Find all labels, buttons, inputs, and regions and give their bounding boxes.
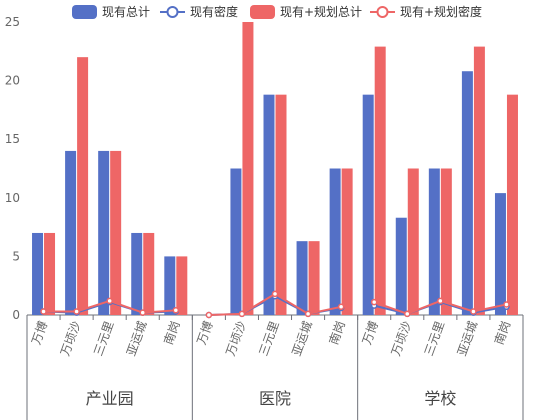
y-tick-label: 25 (5, 15, 20, 29)
bar-existing-total[interactable] (362, 94, 374, 315)
bar-existing-planned-total[interactable] (143, 232, 155, 315)
legend-label: 现有总计 (102, 5, 150, 19)
bar-existing-planned-total[interactable] (308, 241, 320, 315)
bar-existing-planned-total[interactable] (341, 168, 353, 316)
x-group-label: 学校 (424, 389, 456, 408)
y-tick-label: 0 (12, 308, 20, 322)
bar-existing-total[interactable] (98, 150, 110, 315)
line-point[interactable] (503, 301, 510, 308)
x-category-label: 亚运城 (289, 319, 314, 358)
y-tick-label: 15 (5, 132, 20, 146)
bar-existing-total[interactable] (461, 71, 473, 315)
line-point[interactable] (404, 310, 411, 318)
legend-swatch-bar (72, 5, 97, 19)
legend-label: 现有+规划密度 (400, 4, 482, 19)
line-point[interactable] (370, 298, 378, 306)
y-tick-label: 5 (12, 249, 20, 263)
x-category-label: 万顷沙 (223, 319, 248, 358)
x-category-label: 万顷沙 (58, 319, 83, 358)
x-category-label: 南岗 (160, 319, 182, 347)
bar-existing-planned-total[interactable] (242, 22, 254, 315)
line-point[interactable] (139, 309, 146, 316)
line-point[interactable] (271, 290, 279, 298)
line-point[interactable] (337, 303, 345, 311)
bar-existing-total[interactable] (494, 193, 506, 315)
bar-existing-total[interactable] (329, 168, 341, 316)
bar-existing-total[interactable] (32, 232, 44, 315)
x-category-label: 万博 (28, 319, 50, 347)
x-category-label: 三元里 (91, 319, 116, 358)
bar-existing-total[interactable] (263, 94, 275, 315)
bar-existing-planned-total[interactable] (77, 57, 89, 315)
y-tick-label: 20 (5, 74, 20, 88)
legend-swatch-point (376, 6, 389, 18)
x-category-label: 三元里 (422, 319, 447, 358)
line-point[interactable] (73, 308, 80, 315)
bar-existing-total[interactable] (65, 150, 77, 315)
legend-swatch-bar (250, 5, 275, 19)
line-point[interactable] (106, 297, 113, 305)
x-category-label: 三元里 (256, 319, 281, 358)
x-category-label: 亚运城 (455, 319, 480, 358)
bar-existing-total[interactable] (395, 217, 407, 315)
bar-existing-total[interactable] (131, 232, 143, 315)
bar-existing-total[interactable] (428, 168, 440, 316)
legend-item[interactable]: 现有+规划密度 (370, 4, 482, 19)
x-category-label: 万博 (359, 319, 381, 347)
bar-existing-planned-total[interactable] (44, 232, 56, 315)
bar-existing-total[interactable] (164, 256, 176, 315)
bar-existing-planned-total[interactable] (407, 168, 419, 316)
legend-label: 现有密度 (190, 4, 238, 19)
x-category-label: 南岗 (491, 319, 513, 347)
bar-existing-total[interactable] (230, 168, 242, 316)
line-point[interactable] (437, 297, 444, 305)
line-point[interactable] (172, 307, 180, 314)
x-category-label: 万顷沙 (389, 319, 414, 358)
x-category-label: 万博 (193, 319, 215, 347)
x-group-label: 医院 (259, 389, 291, 408)
line-point[interactable] (238, 310, 246, 318)
bar-existing-planned-total[interactable] (275, 94, 287, 315)
legend-item[interactable]: 现有总计 (72, 5, 150, 19)
legend-item[interactable]: 现有密度 (160, 4, 238, 19)
bar-existing-planned-total[interactable] (176, 256, 188, 315)
bar-existing-planned-total[interactable] (473, 46, 485, 315)
x-category-label: 亚运城 (124, 319, 149, 358)
legend-item[interactable]: 现有+规划总计 (250, 4, 362, 19)
bar-existing-planned-total[interactable] (440, 168, 452, 316)
line-point[interactable] (304, 310, 312, 318)
legend-swatch-point (166, 6, 179, 18)
legend-label: 现有+规划总计 (280, 4, 362, 19)
bar-existing-planned-total[interactable] (374, 46, 386, 315)
x-group-label: 产业园 (86, 389, 134, 408)
line-point[interactable] (40, 308, 47, 315)
line-point[interactable] (470, 308, 477, 315)
bar-existing-total[interactable] (296, 241, 308, 315)
y-tick-label: 10 (5, 191, 20, 205)
x-category-label: 南岗 (326, 319, 348, 347)
bar-existing-planned-total[interactable] (506, 94, 518, 315)
bar-existing-planned-total[interactable] (110, 150, 122, 315)
line-point[interactable] (205, 311, 213, 319)
